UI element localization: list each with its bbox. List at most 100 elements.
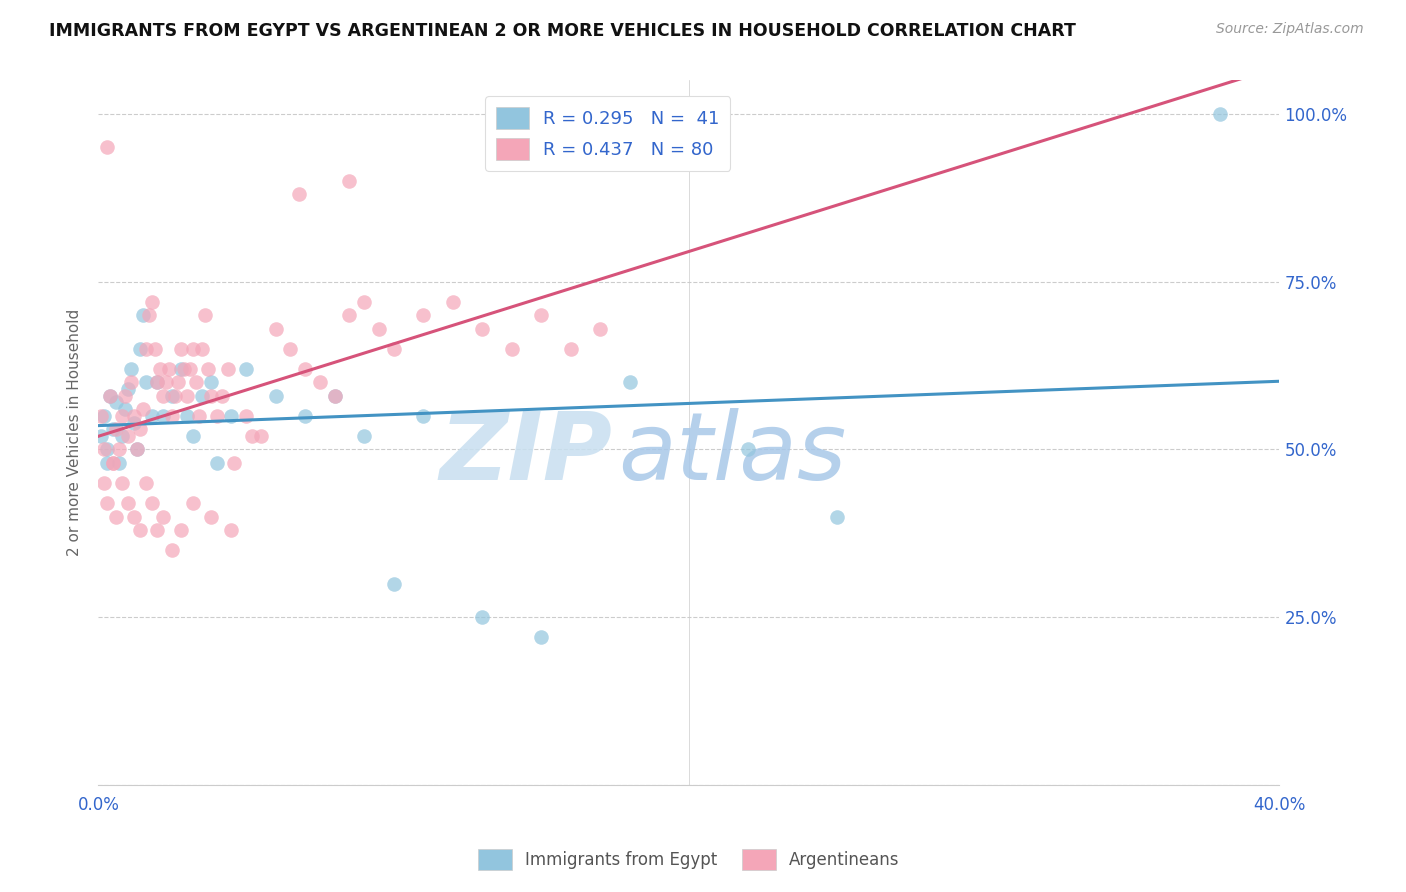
Point	[152, 409, 174, 423]
Point	[309, 376, 332, 390]
Point	[128, 422, 150, 436]
Point	[152, 389, 174, 403]
Point	[235, 362, 257, 376]
Point	[294, 362, 316, 376]
Text: atlas: atlas	[619, 409, 846, 500]
Point	[353, 294, 375, 309]
Point	[530, 308, 553, 322]
Point	[181, 429, 204, 443]
Point	[98, 389, 121, 403]
Point	[179, 362, 201, 376]
Point	[191, 389, 214, 403]
Point	[184, 376, 207, 390]
Point	[471, 321, 494, 335]
Point	[471, 610, 494, 624]
Point	[530, 630, 553, 644]
Point	[105, 395, 128, 409]
Text: ZIP: ZIP	[439, 408, 612, 500]
Point	[294, 409, 316, 423]
Point	[382, 342, 405, 356]
Point	[167, 376, 190, 390]
Point	[128, 523, 150, 537]
Point	[93, 409, 115, 423]
Point	[162, 409, 183, 423]
Point	[264, 321, 287, 335]
Point	[114, 402, 136, 417]
Point	[132, 308, 155, 322]
Y-axis label: 2 or more Vehicles in Household: 2 or more Vehicles in Household	[67, 309, 83, 557]
Point	[221, 409, 243, 423]
Point	[288, 187, 311, 202]
Point	[264, 389, 287, 403]
Point	[1209, 107, 1232, 121]
Point	[117, 429, 139, 443]
Point	[120, 376, 142, 390]
Point	[589, 321, 612, 335]
Point	[353, 429, 375, 443]
Point	[135, 475, 157, 490]
Point	[235, 409, 257, 423]
Point	[162, 543, 183, 558]
Point	[280, 342, 302, 356]
Point	[165, 389, 187, 403]
Point	[146, 376, 169, 390]
Point	[382, 576, 405, 591]
Point	[170, 362, 193, 376]
Point	[103, 422, 125, 436]
Point	[205, 456, 228, 470]
Point	[149, 362, 172, 376]
Text: IMMIGRANTS FROM EGYPT VS ARGENTINEAN 2 OR MORE VEHICLES IN HOUSEHOLD CORRELATION: IMMIGRANTS FROM EGYPT VS ARGENTINEAN 2 O…	[49, 22, 1076, 40]
Point	[125, 442, 148, 457]
Point	[141, 496, 163, 510]
Point	[122, 409, 145, 423]
Point	[111, 429, 134, 443]
Point	[176, 389, 198, 403]
Point	[132, 402, 155, 417]
Point	[117, 382, 139, 396]
Point	[105, 509, 128, 524]
Point	[152, 509, 174, 524]
Point	[250, 429, 273, 443]
Point	[96, 456, 118, 470]
Point	[111, 409, 134, 423]
Text: Source: ZipAtlas.com: Source: ZipAtlas.com	[1216, 22, 1364, 37]
Point	[103, 456, 125, 470]
Point	[143, 342, 166, 356]
Point	[368, 321, 391, 335]
Point	[200, 389, 222, 403]
Point	[221, 523, 243, 537]
Point	[117, 496, 139, 510]
Point	[157, 362, 180, 376]
Point	[120, 362, 142, 376]
Point	[205, 409, 228, 423]
Point	[96, 442, 118, 457]
Point	[138, 308, 160, 322]
Point	[181, 496, 204, 510]
Point	[170, 523, 193, 537]
Point	[412, 308, 434, 322]
Point	[200, 376, 222, 390]
Point	[170, 342, 193, 356]
Point	[441, 294, 464, 309]
Point	[825, 509, 848, 524]
Point	[105, 422, 128, 436]
Point	[108, 456, 131, 470]
Point	[619, 376, 641, 390]
Point	[93, 475, 115, 490]
Point	[323, 389, 346, 403]
Point	[146, 376, 169, 390]
Point	[501, 342, 523, 356]
Point	[187, 409, 209, 423]
Point	[111, 475, 134, 490]
Point	[323, 389, 346, 403]
Point	[108, 442, 131, 457]
Point	[412, 409, 434, 423]
Point	[93, 442, 115, 457]
Point	[98, 389, 121, 403]
Point	[155, 376, 177, 390]
Point	[560, 342, 582, 356]
Point	[194, 308, 217, 322]
Point	[128, 342, 150, 356]
Point	[197, 362, 219, 376]
Point	[122, 416, 145, 430]
